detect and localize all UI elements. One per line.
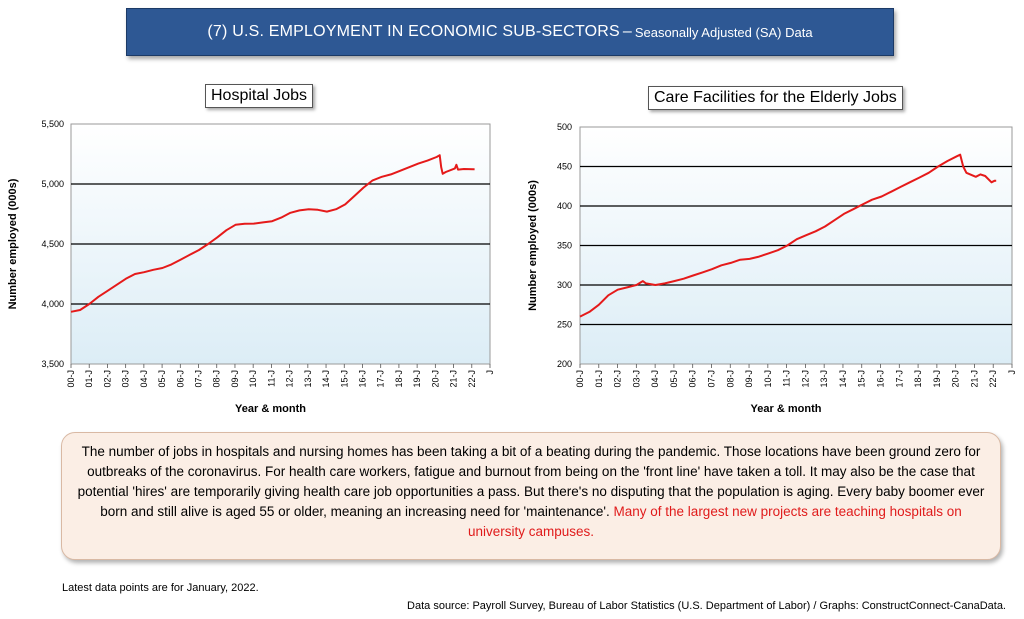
series-line xyxy=(579,153,997,318)
x-tick-label: 03-J xyxy=(631,370,641,388)
y-axis-title: Number employed (000s) xyxy=(527,180,539,311)
x-tick-label: 16-J xyxy=(876,370,886,388)
x-tick-label: 15-J xyxy=(339,370,349,388)
commentary-box: The number of jobs in hospitals and nurs… xyxy=(61,432,1001,560)
y-tick-label: 300 xyxy=(557,280,572,290)
x-axis-title: Year & month xyxy=(235,403,306,415)
x-tick-label: 09-J xyxy=(230,370,240,388)
x-axis-title: Year & month xyxy=(751,403,822,415)
x-tick-label: 05-J xyxy=(157,370,167,388)
page-subtitle: Seasonally Adjusted (SA) Data xyxy=(634,24,813,40)
y-tick-label: 200 xyxy=(557,359,572,369)
x-tick-label: 17-J xyxy=(894,370,904,388)
x-tick-label: 02-J xyxy=(102,370,112,388)
x-tick-label: 13-J xyxy=(819,370,829,388)
page-title: (7) U.S. EMPLOYMENT IN ECONOMIC SUB-SECT… xyxy=(207,23,620,40)
x-tick-label: 22-J xyxy=(467,370,477,388)
x-tick-label: 11-J xyxy=(782,370,792,387)
x-tick-label: J xyxy=(1007,370,1017,375)
x-tick-label: 14-J xyxy=(321,370,331,388)
x-tick-label: 11-J xyxy=(266,370,276,387)
chart-title-elderly: Care Facilities for the Elderly Jobs xyxy=(648,86,903,110)
y-tick-label: 4,500 xyxy=(41,239,64,249)
x-tick-label: 18-J xyxy=(913,370,923,388)
y-axis-title: Number employed (000s) xyxy=(7,178,19,309)
series-line xyxy=(70,154,475,313)
y-tick-label: 250 xyxy=(557,320,572,330)
x-tick-label: 08-J xyxy=(725,370,735,388)
x-tick-label: 01-J xyxy=(594,370,604,388)
x-tick-label: 22-J xyxy=(988,370,998,388)
chart-title-hospital: Hospital Jobs xyxy=(205,84,314,108)
title-banner: (7) U.S. EMPLOYMENT IN ECONOMIC SUB-SECT… xyxy=(126,8,894,56)
x-tick-label: 20-J xyxy=(951,370,961,388)
x-tick-label: 03-J xyxy=(121,370,131,388)
x-tick-label: 00-J xyxy=(66,370,76,388)
x-tick-label: 16-J xyxy=(357,370,367,388)
y-tick-label: 450 xyxy=(557,162,572,172)
y-tick-label: 400 xyxy=(557,201,572,211)
y-tick-label: 3,500 xyxy=(41,359,64,369)
x-tick-label: 21-J xyxy=(969,370,979,388)
x-tick-label: 09-J xyxy=(744,370,754,388)
y-tick-label: 500 xyxy=(557,122,572,132)
x-tick-label: 12-J xyxy=(800,370,810,388)
x-tick-label: 19-J xyxy=(412,370,422,388)
latest-data-note: Latest data points are for January, 2022… xyxy=(62,582,259,594)
y-tick-label: 4,000 xyxy=(41,299,64,309)
data-source: Data source: Payroll Survey, Bureau of L… xyxy=(407,600,1006,612)
y-tick-label: 350 xyxy=(557,241,572,251)
x-tick-label: 21-J xyxy=(449,370,459,388)
x-tick-label: 18-J xyxy=(394,370,404,388)
x-tick-label: 06-J xyxy=(175,370,185,388)
commentary-highlight: Many of the largest new projects are tea… xyxy=(467,504,962,539)
x-tick-label: 06-J xyxy=(688,370,698,388)
x-tick-label: 17-J xyxy=(376,370,386,388)
x-tick-label: 10-J xyxy=(248,370,258,388)
x-tick-label: 04-J xyxy=(139,370,149,388)
x-tick-label: 02-J xyxy=(613,370,623,388)
x-tick-label: 13-J xyxy=(303,370,313,388)
x-tick-label: 08-J xyxy=(212,370,222,388)
commentary-text: The number of jobs in hospitals and nurs… xyxy=(77,444,985,519)
x-tick-label: 04-J xyxy=(650,370,660,388)
x-tick-label: 14-J xyxy=(838,370,848,388)
y-tick-label: 5,500 xyxy=(41,119,64,129)
x-tick-label: 15-J xyxy=(857,370,867,388)
title-separator: – xyxy=(622,23,632,40)
x-tick-label: 19-J xyxy=(932,370,942,388)
x-tick-label: 05-J xyxy=(669,370,679,388)
elderly-care-jobs-chart: 200 250 300 350 400 450 500 00-J 01-J 02-J 03-J 04-… xyxy=(527,122,1017,415)
x-tick-label: 10-J xyxy=(763,370,773,388)
x-tick-label: 20-J xyxy=(430,370,440,388)
x-tick-label: 01-J xyxy=(84,370,94,388)
x-tick-label: 00-J xyxy=(575,370,585,388)
x-tick-label: 07-J xyxy=(706,370,716,388)
x-tick-label: J xyxy=(485,370,495,375)
hospital-jobs-chart: 3,500 4,000 4,500 5,000 5,500 00-J 01-J 02-J 03-… xyxy=(7,119,495,415)
x-tick-label: 12-J xyxy=(285,370,295,388)
y-tick-label: 5,000 xyxy=(41,179,64,189)
x-tick-label: 07-J xyxy=(194,370,204,388)
